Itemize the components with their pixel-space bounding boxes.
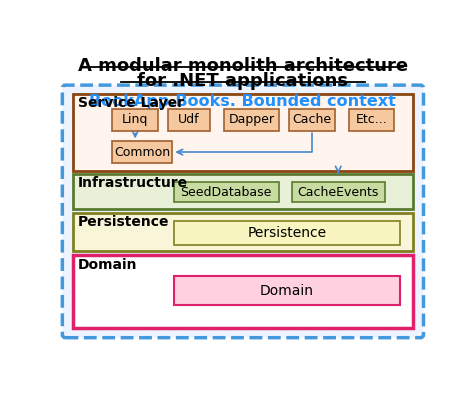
Bar <box>292 182 385 202</box>
Bar <box>174 276 400 305</box>
Bar <box>112 109 158 131</box>
FancyBboxPatch shape <box>63 85 423 338</box>
Text: BookApp.Books. Bounded context: BookApp.Books. Bounded context <box>90 94 396 109</box>
Bar <box>289 109 335 131</box>
Text: for .NET applications: for .NET applications <box>137 72 348 90</box>
Text: Dapper: Dapper <box>228 113 274 126</box>
Bar <box>73 94 413 171</box>
Bar <box>73 213 413 252</box>
Bar <box>174 182 279 202</box>
Text: Udf: Udf <box>178 113 200 126</box>
Text: Linq: Linq <box>122 113 148 126</box>
Bar <box>112 141 173 163</box>
Text: Service Layer: Service Layer <box>78 96 184 110</box>
Bar <box>168 109 210 131</box>
Text: Cache: Cache <box>292 113 331 126</box>
Text: Infrastructure: Infrastructure <box>78 176 188 190</box>
Text: A modular monolith architecture: A modular monolith architecture <box>78 57 408 75</box>
Text: CacheEvents: CacheEvents <box>298 186 379 199</box>
Bar <box>224 109 279 131</box>
Text: Domain: Domain <box>260 284 314 298</box>
Bar <box>73 255 413 329</box>
Text: Common: Common <box>114 146 170 159</box>
Text: Etc...: Etc... <box>356 113 387 126</box>
Text: Persistence: Persistence <box>247 226 327 240</box>
Text: Persistence: Persistence <box>78 215 169 229</box>
Text: SeedDatabase: SeedDatabase <box>181 186 272 199</box>
Bar <box>174 222 400 245</box>
Bar <box>73 174 413 209</box>
Text: Domain: Domain <box>78 258 137 272</box>
Bar <box>349 109 394 131</box>
